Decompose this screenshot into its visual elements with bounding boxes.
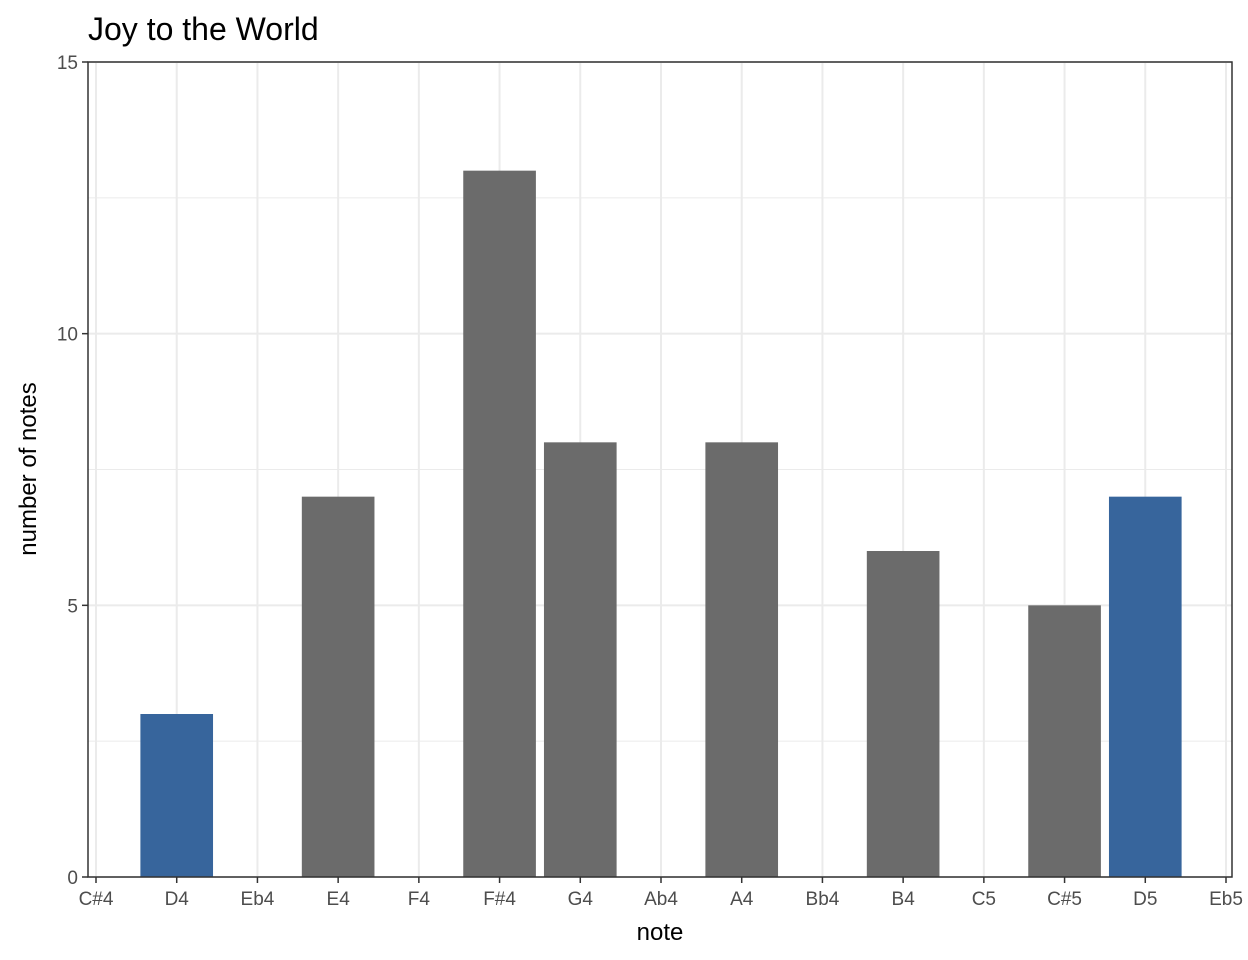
- bar-e4: [301, 496, 375, 877]
- y-axis: 0 5 10 15: [57, 53, 88, 889]
- x-tick-label: G4: [568, 889, 594, 910]
- x-tick-label: F#4: [483, 889, 516, 910]
- x-tick-label: C#4: [79, 889, 114, 910]
- bar-fsharp4: [463, 170, 536, 877]
- x-tick-label: Eb4: [241, 889, 275, 910]
- bar-b4: [866, 551, 940, 877]
- bar-g4: [543, 442, 617, 877]
- y-axis-title: number of notes: [15, 382, 42, 555]
- x-tick-label: B4: [892, 889, 916, 910]
- bars: [140, 170, 1182, 877]
- x-tick-label: E4: [327, 889, 351, 910]
- x-tick-label: Ab4: [644, 889, 678, 910]
- x-tick-label: Bb4: [806, 889, 840, 910]
- x-axis: C#4 D4 Eb4 E4 F4 F#4 G4 Ab4 A4 Bb4 B4 C5 C#5 D5 Eb5: [79, 877, 1243, 910]
- x-tick-label: D4: [165, 889, 190, 910]
- x-tick-label: A4: [730, 889, 754, 910]
- panel-border: [87, 61, 1233, 878]
- x-tick-label: Eb5: [1209, 889, 1243, 910]
- y-tick-label: 10: [57, 325, 78, 346]
- x-tick-label: C5: [972, 889, 996, 910]
- y-tick-label: 0: [67, 868, 78, 889]
- x-tick-label: D5: [1133, 889, 1157, 910]
- bar-csharp5: [1028, 605, 1101, 877]
- chart-title: Joy to the World: [88, 11, 319, 47]
- y-tick-label: 15: [57, 53, 78, 74]
- bar-d5: [1108, 496, 1182, 877]
- x-tick-label: C#5: [1047, 889, 1082, 910]
- x-tick-label: F4: [408, 889, 431, 910]
- x-axis-title: note: [637, 919, 684, 946]
- y-tick-label: 5: [67, 596, 78, 617]
- bar-a4: [705, 442, 779, 877]
- bar-d4: [140, 714, 214, 877]
